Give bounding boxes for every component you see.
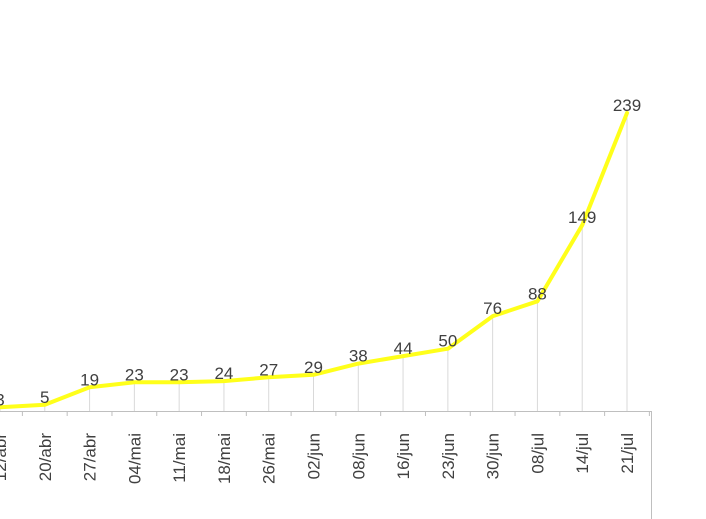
x-tick-label: 23/jun: [439, 433, 458, 479]
series-line-path: [0, 111, 629, 410]
data-label: 24: [214, 364, 233, 383]
x-tick-label: 26/mai: [260, 433, 279, 484]
x-tick-label: 14/jul: [573, 433, 592, 474]
x-tick-label: 12/abr: [0, 433, 10, 482]
data-label: 76: [483, 299, 502, 318]
x-tick-label: 27/abr: [81, 433, 100, 482]
drop-lines: [0, 113, 628, 411]
x-axis: [0, 411, 652, 519]
data-label: 29: [304, 358, 323, 377]
data-label: 50: [438, 332, 457, 351]
x-tick-label: 08/jul: [528, 433, 547, 474]
x-tick-label: 04/mai: [125, 433, 144, 484]
data-label: 19: [80, 370, 99, 389]
x-tick-label: 20/abr: [36, 433, 55, 482]
data-label: 38: [349, 347, 368, 366]
x-tick-label: 21/jul: [618, 433, 637, 474]
x-tick-labels: 12/abr 20/abr 27/abr 04/mai 11/mai 18/mai 26/m…: [0, 433, 637, 484]
data-label: 88: [528, 284, 547, 303]
data-labels: 3 5 19 23 23 24 27 29 38 44 50 76 88 149 239: [0, 96, 641, 409]
data-label: 27: [259, 360, 278, 379]
x-tick-label: 30/jun: [484, 433, 503, 479]
x-tick-label: 02/jun: [305, 433, 324, 479]
x-tick-label: 16/jun: [394, 433, 413, 479]
x-tick-label: 11/mai: [170, 433, 189, 483]
data-label: 3: [0, 390, 5, 409]
x-tick-label: 18/mai: [215, 433, 234, 484]
data-label: 239: [613, 96, 641, 115]
data-label: 149: [568, 208, 596, 227]
data-label: 23: [125, 365, 144, 384]
series-line: [0, 111, 629, 410]
data-label: 23: [170, 365, 189, 384]
data-label: 44: [394, 339, 413, 358]
x-tick-label: 08/jun: [349, 433, 368, 479]
data-label: 5: [40, 388, 49, 407]
